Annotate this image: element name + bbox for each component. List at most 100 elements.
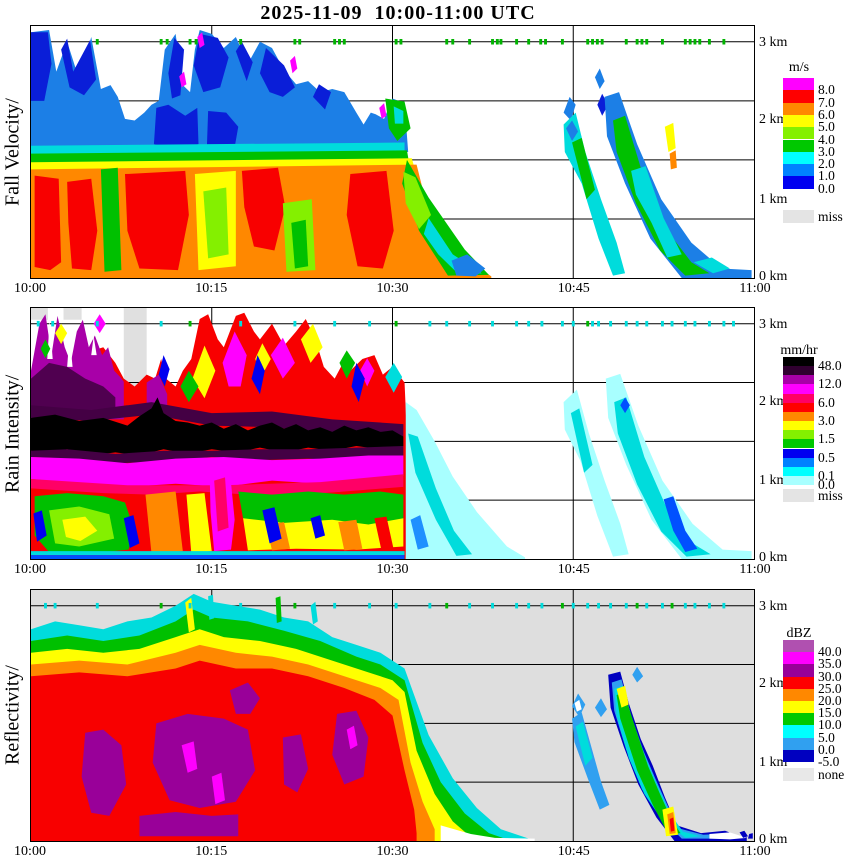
heatmap-region [67, 178, 98, 271]
heatmap-region [214, 477, 229, 532]
heatmap-region [594, 68, 605, 89]
height-label: 0 km [759, 832, 788, 847]
time-label: 10:45 [557, 562, 590, 577]
echo-top-marker [159, 320, 163, 327]
echo-top-marker [683, 320, 687, 327]
legend-color-block [783, 652, 814, 665]
echo-top-marker [445, 320, 449, 327]
legend-missing-block [783, 768, 814, 781]
echo-top-marker [600, 38, 604, 45]
heatmap-region [203, 187, 229, 259]
time-label: 10:00 [14, 844, 46, 859]
echo-top-marker [44, 602, 47, 609]
echo-top-marker [527, 38, 531, 45]
echo-top-marker [693, 38, 697, 45]
legend-value: 0.0 [818, 741, 835, 757]
legend-color-block [783, 421, 814, 431]
legend-color-block [783, 90, 814, 103]
legend-missing-label: miss [818, 487, 843, 503]
legend-color-block [783, 384, 814, 394]
echo-top-marker [693, 320, 697, 327]
legend-color-block [783, 475, 814, 486]
panel-reflectivity [30, 589, 755, 842]
heatmap-region [312, 84, 332, 110]
echo-top-marker [707, 38, 711, 45]
heatmap-region [259, 48, 295, 97]
legend-value: 40.0 [818, 644, 842, 660]
legend-value: 35.0 [818, 656, 842, 672]
echo-top-marker [591, 320, 594, 327]
echo-top-marker [660, 602, 664, 609]
echo-top-marker [495, 38, 499, 45]
heatmap-region [408, 433, 473, 556]
height-label: 0 km [759, 550, 788, 565]
echo-top-marker [342, 38, 346, 45]
heatmap-region [410, 515, 429, 550]
height-label: 1 km [759, 754, 788, 770]
heatmap-region [451, 254, 486, 277]
echo-top-marker [635, 38, 639, 45]
echo-top-marker [428, 602, 432, 609]
echo-top-marker [188, 320, 192, 327]
time-label: 10:45 [557, 281, 590, 296]
echo-top-marker [688, 38, 692, 45]
heatmap-region [563, 96, 576, 121]
panel-y-label-reflectivity: Reflectivity/ [1, 665, 24, 766]
echo-top-marker [468, 602, 472, 609]
time-label: 11:00 [739, 281, 771, 296]
echo-top-marker [560, 38, 564, 45]
echo-top-marker [451, 38, 455, 45]
time-label: 10:30 [376, 562, 409, 577]
echo-top-marker [468, 320, 472, 327]
echo-top-marker [491, 602, 494, 609]
echo-top-marker [640, 38, 644, 45]
height-label: 3 km [759, 598, 788, 614]
echo-top-marker [609, 320, 613, 327]
echo-top-marker [722, 602, 726, 609]
heatmap-region [440, 825, 535, 841]
echo-top-marker [609, 602, 613, 609]
heatmap-region [290, 55, 298, 74]
heatmap-region [669, 150, 677, 170]
heatmap-region [300, 323, 323, 363]
height-label: 3 km [759, 316, 788, 332]
legend-color-block [783, 713, 814, 726]
legend-value: 1.5 [818, 431, 835, 447]
legend-color-block [783, 701, 814, 714]
heatmap-region [669, 817, 675, 832]
echo-top-marker [293, 38, 297, 45]
echo-top-marker [597, 320, 601, 327]
legend-color-block [783, 164, 814, 177]
echo-top-marker [539, 38, 543, 45]
echo-top-marker [293, 320, 297, 327]
heatmap-region [346, 725, 358, 750]
legend-value: 5.0 [818, 119, 835, 135]
heatmap-region [62, 516, 98, 541]
legend-value: 1.0 [818, 168, 835, 184]
legend-value: 12.0 [818, 376, 842, 392]
heatmap-region [574, 699, 582, 712]
echo-top-marker [645, 320, 649, 327]
time-label: 10:00 [14, 562, 46, 577]
echo-top-marker [544, 38, 547, 45]
legend-value: 6.0 [818, 106, 835, 122]
heatmap-region [100, 167, 122, 272]
figure-title: 2025-11-09 10:00-11:00 UTC [260, 2, 536, 24]
echo-top-marker [707, 602, 711, 609]
heatmap-region [124, 170, 189, 271]
heatmap-region [31, 402, 404, 437]
echo-top-marker [239, 38, 243, 45]
heatmap-region [575, 721, 593, 766]
legend-color-block [783, 78, 814, 91]
echo-top-marker [428, 320, 432, 327]
legend-value: 5.0 [818, 729, 835, 745]
echo-top-marker [51, 320, 55, 327]
panel-y-label-rain-intensity: Rain Intensity/ [1, 374, 24, 493]
heatmap-region [346, 170, 394, 269]
heatmap-region [81, 729, 127, 816]
heatmap-region [613, 115, 710, 276]
legend-value: 0.1 [818, 467, 835, 483]
echo-top-marker [394, 602, 398, 609]
echo-top-marker [491, 38, 494, 45]
legend-color-block [783, 466, 814, 476]
